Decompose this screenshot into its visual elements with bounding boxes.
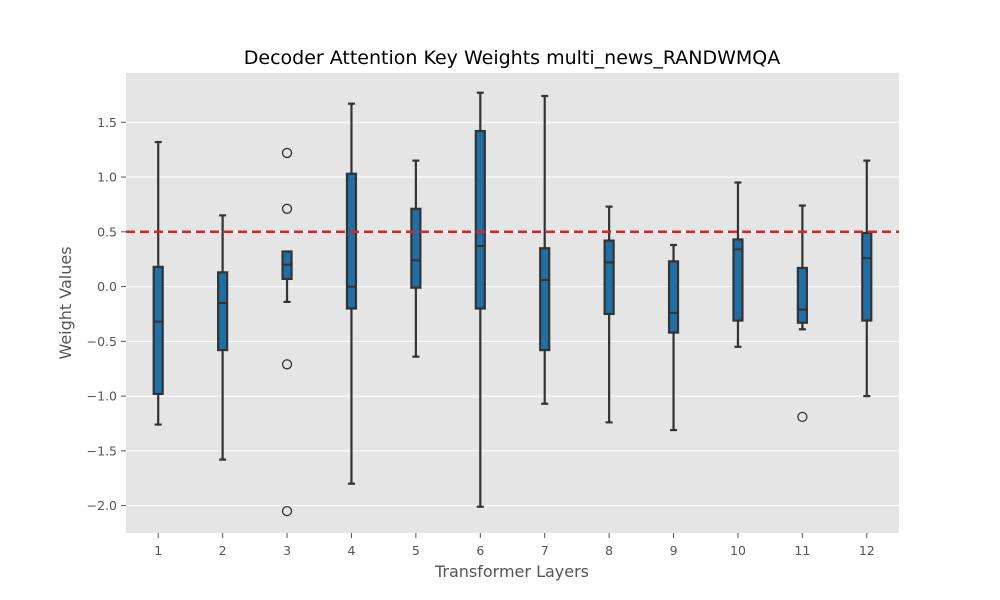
outlier-point <box>281 147 293 159</box>
chart-title: Decoder Attention Key Weights multi_news… <box>244 47 780 69</box>
box <box>217 271 229 352</box>
box-layer-8 <box>603 205 615 424</box>
y-axis-ticks: −2.0 −1.5 −1.0 −0.5 0.0 0.5 1.0 1.5 <box>87 115 126 513</box>
box <box>861 231 873 322</box>
x-tick-label: 8 <box>605 543 613 558</box>
box <box>410 207 422 289</box>
y-tick-label: −2.0 <box>87 498 117 513</box>
box-layer-11 <box>796 204 808 423</box>
y-tick-label: 0.0 <box>97 279 117 294</box>
box-layer-5 <box>410 159 422 358</box>
y-tick-label: −1.5 <box>87 443 117 458</box>
box <box>474 129 486 310</box>
box <box>796 266 808 324</box>
box <box>152 265 164 396</box>
outlier-point <box>281 203 293 214</box>
box-layer-4 <box>345 102 358 485</box>
outlier-point <box>281 505 293 517</box>
y-tick-label: 0.5 <box>97 224 117 239</box>
box-layer-7 <box>539 94 551 405</box>
box <box>539 247 551 352</box>
x-tick-label: 7 <box>541 543 549 558</box>
x-tick-label: 4 <box>347 543 355 558</box>
y-tick-label: −0.5 <box>87 334 117 349</box>
x-tick-label: 12 <box>859 543 875 558</box>
outlier-point <box>797 411 808 423</box>
box <box>667 260 680 334</box>
box-series <box>152 91 873 517</box>
box-layer-2 <box>217 214 229 461</box>
box-layer-10 <box>732 181 744 348</box>
y-axis-label: Weight Values <box>56 246 75 359</box>
x-tick-label: 9 <box>670 543 678 558</box>
y-tick-label: −1.0 <box>87 389 117 404</box>
box-layer-12 <box>861 159 873 398</box>
y-tick-label: 1.5 <box>97 115 117 130</box>
x-tick-label: 10 <box>730 543 746 558</box>
outlier-point <box>281 359 293 370</box>
box-layer-1 <box>152 140 164 426</box>
x-tick-label: 5 <box>412 543 420 558</box>
box <box>732 238 744 322</box>
box-layer-6 <box>474 91 486 508</box>
x-tick-label: 1 <box>154 543 162 558</box>
x-tick-label: 6 <box>476 543 484 558</box>
box <box>603 239 615 316</box>
x-axis-label: Transformer Layers <box>434 562 589 581</box>
box-layer-9 <box>667 243 680 432</box>
x-tick-label: 2 <box>219 543 227 558</box>
y-tick-label: 1.0 <box>97 170 117 185</box>
x-axis-ticks: 1 2 3 4 5 6 7 8 9 10 11 12 <box>154 533 875 558</box>
plot-background <box>126 73 899 533</box>
box <box>345 172 358 310</box>
box-layer-3 <box>281 147 293 517</box>
x-tick-label: 3 <box>283 543 291 558</box>
x-tick-label: 11 <box>794 543 810 558</box>
